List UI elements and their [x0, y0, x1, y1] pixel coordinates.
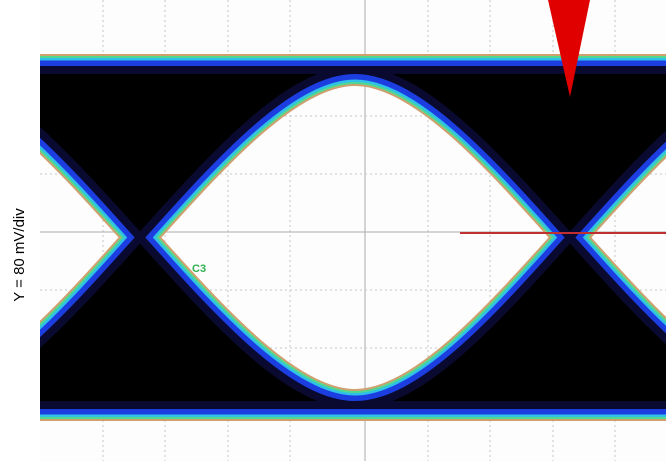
trace-label: C3 [192, 263, 206, 275]
scope-screen: C3 Y = 80 mV/div [0, 0, 666, 461]
y-axis-label: Y = 80 mV/div [11, 208, 28, 302]
page: C3 Y = 80 mV/div (() => { const data = J… [0, 0, 666, 461]
